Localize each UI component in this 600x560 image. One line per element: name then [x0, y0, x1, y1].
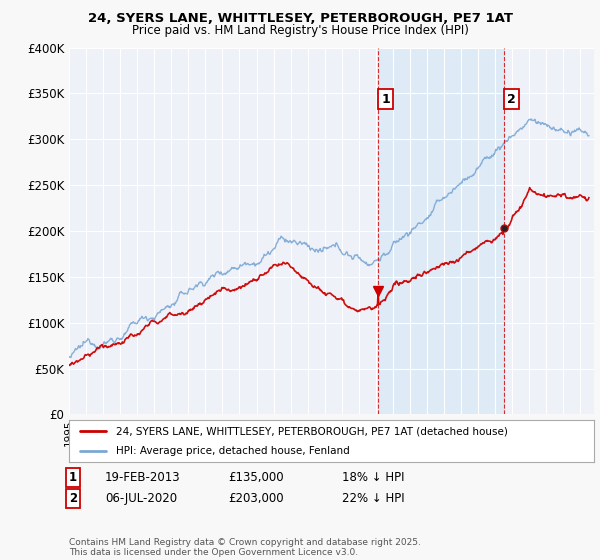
Text: 1: 1: [381, 92, 390, 106]
Text: 22% ↓ HPI: 22% ↓ HPI: [342, 492, 404, 505]
Text: 18% ↓ HPI: 18% ↓ HPI: [342, 470, 404, 484]
Text: 1: 1: [69, 470, 77, 484]
Bar: [378, 48, 504, 414]
Text: 2: 2: [69, 492, 77, 505]
Text: 24, SYERS LANE, WHITTLESEY, PETERBOROUGH, PE7 1AT: 24, SYERS LANE, WHITTLESEY, PETERBOROUGH…: [88, 12, 512, 25]
Text: Contains HM Land Registry data © Crown copyright and database right 2025.
This d: Contains HM Land Registry data © Crown c…: [69, 538, 421, 557]
Text: 06-JUL-2020: 06-JUL-2020: [105, 492, 177, 505]
Text: £203,000: £203,000: [228, 492, 284, 505]
Text: £135,000: £135,000: [228, 470, 284, 484]
Text: 2: 2: [507, 92, 516, 106]
Text: 24, SYERS LANE, WHITTLESEY, PETERBOROUGH, PE7 1AT (detached house): 24, SYERS LANE, WHITTLESEY, PETERBOROUGH…: [116, 426, 508, 436]
Text: Price paid vs. HM Land Registry's House Price Index (HPI): Price paid vs. HM Land Registry's House …: [131, 24, 469, 36]
Text: HPI: Average price, detached house, Fenland: HPI: Average price, detached house, Fenl…: [116, 446, 350, 456]
Text: 19-FEB-2013: 19-FEB-2013: [105, 470, 181, 484]
